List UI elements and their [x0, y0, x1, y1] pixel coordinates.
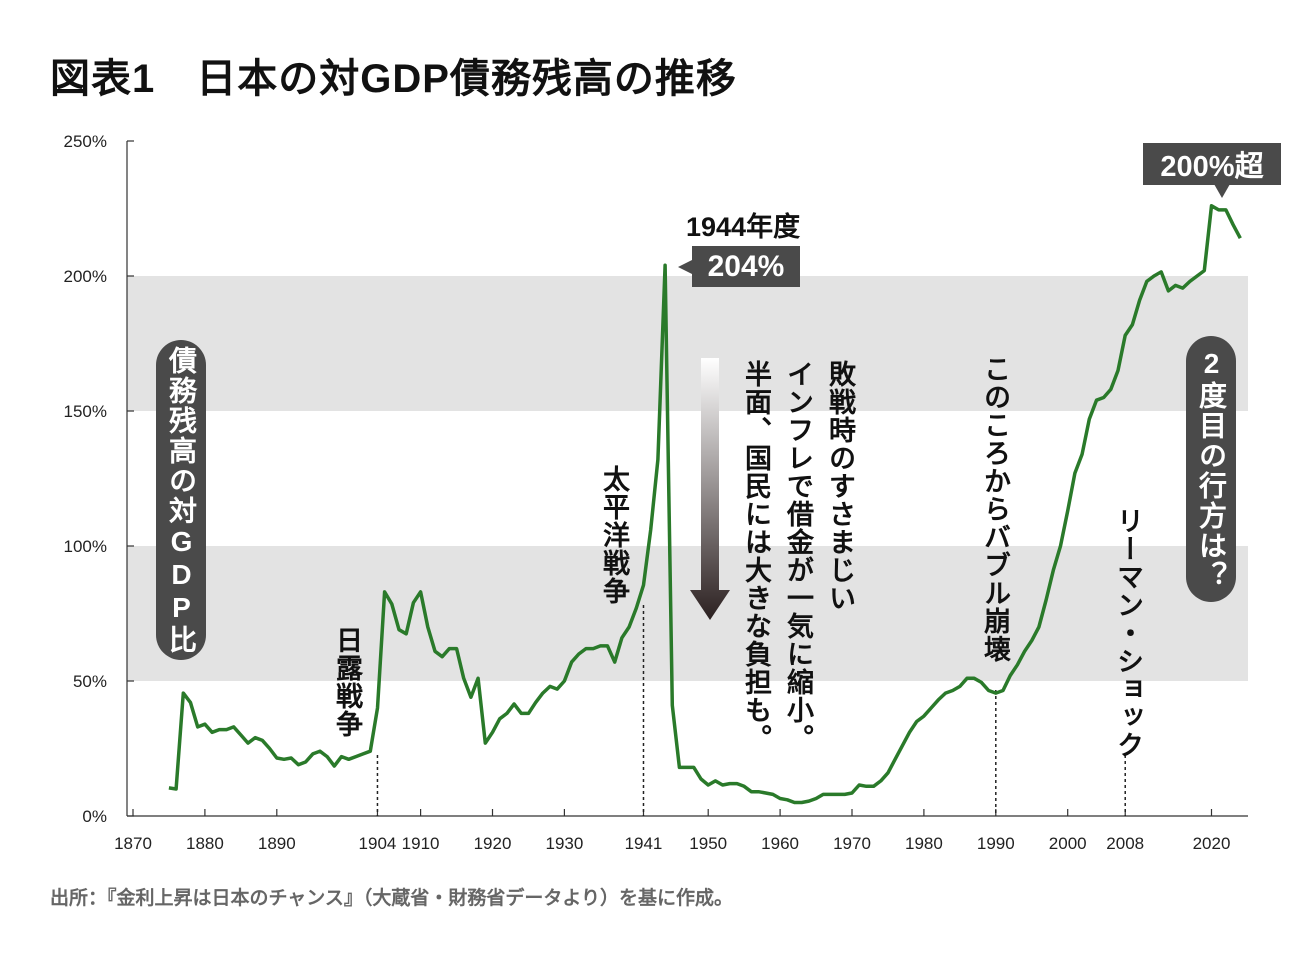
x-tick-label: 1890 [258, 834, 296, 853]
x-tick-label: 1950 [689, 834, 727, 853]
shaded-band [127, 276, 1248, 411]
x-tick-label: 1941 [625, 834, 663, 853]
x-tick-label: 1880 [186, 834, 224, 853]
y-tick-label: 250% [64, 132, 107, 151]
x-tick-label: 1930 [545, 834, 583, 853]
x-tick-label: 1980 [905, 834, 943, 853]
source-note: 出所：『金利上昇は日本のチャンス』（大蔵省・財務省データより）を基に作成。 [50, 888, 734, 909]
x-tick-label: 1970 [833, 834, 871, 853]
bubble-label: このころからバブル崩壊 [980, 355, 1010, 663]
x-tick-label: 1920 [474, 834, 512, 853]
x-tick-label: 2000 [1049, 834, 1087, 853]
pacific-war-label: 太平洋戦争 [599, 465, 629, 605]
postwar-note-1: 敗戦時のすさまじい [825, 360, 855, 612]
x-tick-label: 2020 [1193, 834, 1231, 853]
y-tick-label: 50% [73, 672, 107, 691]
y-tick-label: 100% [64, 537, 107, 556]
x-tick-label: 1960 [761, 834, 799, 853]
postwar-note-2: インフレで借金が一気に縮小。 [783, 360, 813, 752]
second-time-pill: 2度目の行方は？ [1186, 336, 1236, 602]
callout-204-pointer [678, 260, 692, 274]
x-tick-label: 1910 [402, 834, 440, 853]
y-axis-title-pill: 債務残高の対GDP比 [156, 340, 206, 660]
x-tick-label: 1870 [114, 834, 152, 853]
x-tick-label: 1990 [977, 834, 1015, 853]
debt-ratio-line [168, 204, 1242, 805]
y-axis-title: 債務残高の対GDP比 [166, 345, 197, 655]
y-tick-label: 150% [64, 402, 107, 421]
x-tick-label: 1904 [359, 834, 397, 853]
y-tick-label: 200% [64, 267, 107, 286]
y-tick-label: 0% [82, 807, 107, 826]
callout-200-pointer [1214, 184, 1230, 198]
lehman-label: リーマン・ショック [1113, 507, 1143, 759]
peak-year-label: 1944年度 [686, 212, 801, 242]
shaded-band [127, 546, 1248, 681]
russo-japanese-war-label: 日露戦争 [332, 626, 362, 738]
second-time-label: 2度目の行方は？ [1196, 347, 1227, 591]
x-tick-label: 2008 [1106, 834, 1144, 853]
postwar-note-3: 半面、国民には大きな負担も。 [741, 360, 771, 752]
page-title: 図表1 日本の対GDP債務残高の推移 [50, 57, 737, 101]
recent-value-callout: 200%超 [1143, 143, 1281, 185]
peak-value-callout: 204% [692, 246, 800, 287]
down-arrow-icon [690, 358, 730, 620]
